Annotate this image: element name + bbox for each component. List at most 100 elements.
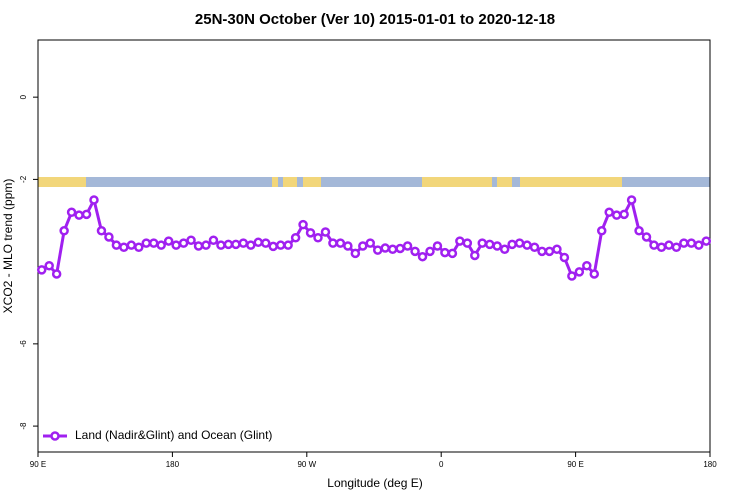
data-point bbox=[402, 241, 413, 251]
data-point bbox=[462, 238, 473, 248]
data-point bbox=[455, 236, 465, 246]
data-point bbox=[81, 209, 92, 220]
data-point bbox=[477, 238, 488, 248]
land-ocean-strip bbox=[38, 177, 710, 187]
data-point bbox=[66, 207, 77, 218]
data-point bbox=[193, 241, 204, 251]
data-point bbox=[634, 226, 644, 236]
data-point bbox=[178, 238, 189, 248]
data-point bbox=[559, 252, 570, 263]
data-point bbox=[387, 244, 398, 255]
data-point bbox=[134, 242, 144, 252]
data-point bbox=[611, 210, 622, 220]
y-tick-label: -6 bbox=[19, 340, 28, 348]
data-point bbox=[514, 238, 525, 248]
data-point bbox=[201, 240, 211, 250]
data-point bbox=[89, 195, 99, 205]
data-point bbox=[372, 245, 383, 255]
data-point bbox=[186, 235, 196, 245]
data-point bbox=[290, 233, 301, 243]
data-point bbox=[253, 237, 264, 248]
data-point bbox=[537, 246, 547, 257]
data-point bbox=[119, 242, 129, 252]
data-point bbox=[604, 207, 614, 218]
data-point bbox=[395, 243, 405, 254]
data-point bbox=[380, 243, 390, 253]
data-point bbox=[260, 238, 271, 248]
data-point bbox=[425, 246, 435, 257]
data-point bbox=[596, 226, 607, 236]
x-tick-label: 180 bbox=[703, 460, 717, 469]
data-point bbox=[410, 246, 420, 257]
data-point bbox=[507, 239, 517, 250]
y-tick-label: -2 bbox=[19, 175, 28, 183]
data-point bbox=[701, 236, 712, 246]
y-tick-label: -8 bbox=[19, 422, 28, 430]
data-point bbox=[305, 228, 316, 238]
data-point bbox=[246, 240, 256, 250]
x-tick-label: 90 E bbox=[567, 460, 583, 469]
data-point bbox=[499, 244, 510, 255]
data-point bbox=[223, 239, 234, 250]
data-point bbox=[484, 239, 495, 250]
data-point bbox=[589, 269, 600, 279]
data-point bbox=[358, 241, 368, 251]
data-point bbox=[231, 239, 241, 250]
legend-marker bbox=[50, 431, 60, 441]
data-point bbox=[320, 227, 331, 237]
data-point bbox=[350, 248, 361, 259]
data-point bbox=[156, 240, 166, 250]
data-point bbox=[679, 238, 689, 248]
data-point bbox=[574, 267, 585, 277]
plot-frame bbox=[37, 39, 711, 453]
data-point bbox=[141, 238, 152, 248]
y-tick-label: 0 bbox=[19, 94, 28, 99]
data-point bbox=[275, 240, 286, 250]
data-point bbox=[216, 240, 226, 250]
y-axis-label: XCO2 - MLO trend (ppm) bbox=[1, 179, 15, 314]
data-point bbox=[126, 240, 137, 250]
data-point bbox=[552, 244, 562, 255]
data-point bbox=[544, 246, 555, 257]
data-point bbox=[36, 265, 47, 275]
data-point bbox=[686, 238, 697, 248]
data-point bbox=[51, 269, 62, 279]
data-point bbox=[641, 232, 652, 242]
data-point bbox=[492, 241, 502, 251]
data-point bbox=[649, 240, 659, 250]
data-point bbox=[447, 248, 458, 259]
data-point bbox=[163, 236, 174, 246]
data-point bbox=[298, 219, 308, 230]
data-point bbox=[328, 238, 338, 248]
data-point bbox=[283, 240, 293, 250]
x-tick-label: 0 bbox=[439, 460, 444, 469]
data-point bbox=[522, 240, 532, 250]
data-point bbox=[335, 238, 346, 248]
data-point bbox=[656, 242, 667, 252]
data-point bbox=[529, 242, 540, 252]
data-point bbox=[268, 241, 278, 252]
data-point bbox=[664, 240, 674, 250]
data-point bbox=[148, 238, 159, 248]
chart-title: 25N-30N October (Ver 10) 2015-01-01 to 2… bbox=[195, 11, 555, 28]
data-point bbox=[432, 241, 443, 251]
x-axis-label: Longitude (deg E) bbox=[327, 476, 422, 490]
x-tick-label: 90 W bbox=[297, 460, 316, 469]
data-point bbox=[440, 247, 450, 258]
data-point bbox=[96, 226, 107, 236]
data-point bbox=[626, 195, 637, 205]
data-point bbox=[417, 251, 428, 262]
data-point bbox=[313, 233, 323, 243]
data-point bbox=[582, 260, 592, 271]
x-tick-label: 90 E bbox=[30, 460, 46, 469]
data-point bbox=[567, 271, 577, 281]
data-point bbox=[619, 209, 629, 220]
data-point bbox=[343, 241, 353, 251]
data-point bbox=[104, 232, 114, 242]
data-point bbox=[238, 238, 249, 248]
data-point bbox=[208, 235, 219, 245]
x-tick-label: 180 bbox=[166, 460, 180, 469]
data-point bbox=[44, 260, 54, 271]
data-point bbox=[59, 226, 69, 236]
